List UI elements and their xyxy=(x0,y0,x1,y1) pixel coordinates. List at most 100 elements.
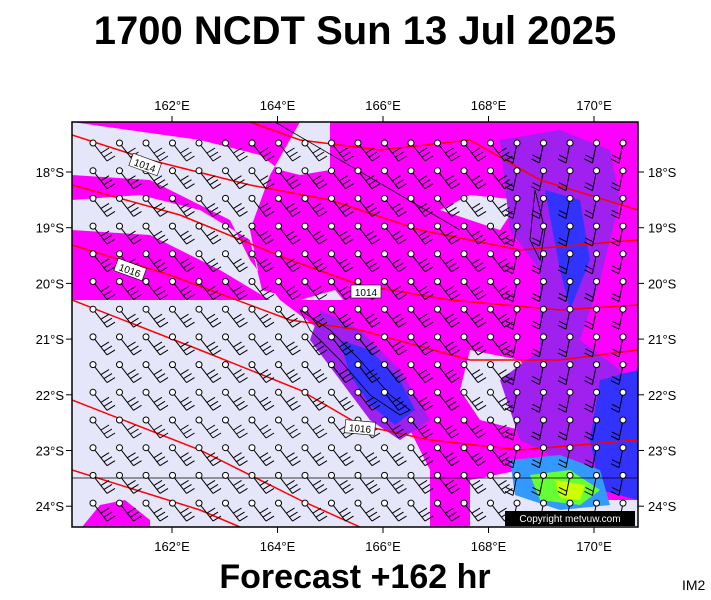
wind-barb xyxy=(557,250,574,275)
wind-barb xyxy=(195,139,222,162)
barb-station xyxy=(116,250,123,258)
barb-stick xyxy=(357,502,381,522)
wind-barb xyxy=(248,471,275,494)
wind-barb xyxy=(301,167,328,190)
barb-stick xyxy=(198,170,222,190)
barb-station xyxy=(142,305,150,313)
wind-barb xyxy=(434,194,460,217)
wind-barb xyxy=(354,139,381,162)
barb-stick xyxy=(198,253,222,273)
barb-station xyxy=(301,388,309,396)
wind-barb xyxy=(89,167,116,190)
barb-stick xyxy=(251,308,275,328)
barb-station xyxy=(169,278,176,285)
barb-station xyxy=(619,388,627,396)
barb-stick xyxy=(225,281,248,300)
barb-stick xyxy=(119,170,142,190)
wind-barb xyxy=(460,388,487,411)
barb-stick xyxy=(384,502,407,522)
wind-barb xyxy=(222,416,248,439)
barb-stick xyxy=(410,253,434,273)
barb-stick xyxy=(331,308,354,328)
copyright: Copyright metvuw.com xyxy=(519,514,620,525)
barb-stick xyxy=(463,447,487,467)
barb-station xyxy=(487,305,494,313)
barb-station xyxy=(407,361,415,369)
barb-station xyxy=(195,499,203,507)
barb-station xyxy=(407,444,415,452)
barb-station xyxy=(195,250,203,258)
barb-station xyxy=(301,333,309,341)
barb-stick xyxy=(145,447,169,467)
barb-station xyxy=(142,499,150,507)
wind-barb xyxy=(504,444,521,469)
wind-barb xyxy=(487,278,513,300)
barb-station xyxy=(487,278,494,285)
barb-station xyxy=(407,194,415,202)
barb-stick xyxy=(145,419,169,439)
wind-barb xyxy=(407,139,434,162)
barb-stick xyxy=(490,198,513,217)
barb-station xyxy=(593,444,600,452)
wind-barb xyxy=(610,333,627,358)
barb-station xyxy=(593,222,600,230)
barb-station xyxy=(248,333,256,341)
wind-barb xyxy=(381,444,407,467)
barb-station xyxy=(275,250,282,258)
barb-stick xyxy=(92,336,116,356)
wind-barb xyxy=(89,444,116,467)
barb-stick xyxy=(437,475,460,494)
barb-station xyxy=(275,278,282,285)
barb-stick xyxy=(384,170,407,190)
barb-station xyxy=(513,194,521,202)
wind-barb xyxy=(531,250,547,275)
forecast-label: Forecast +162 hr xyxy=(219,558,490,596)
barb-stick xyxy=(225,308,248,328)
barb-stick xyxy=(357,336,381,356)
barb-station xyxy=(460,139,468,147)
barb-station xyxy=(275,361,282,369)
wind-barb xyxy=(381,388,407,411)
barb-station xyxy=(195,361,203,369)
barb-station xyxy=(142,361,150,369)
wind-barb xyxy=(434,444,460,467)
barb-stick xyxy=(172,447,195,467)
wind-barb xyxy=(275,139,301,162)
wind-barb xyxy=(610,305,627,330)
barb-station xyxy=(116,305,123,313)
barb-stick xyxy=(119,225,142,245)
wind-barb xyxy=(116,444,142,467)
wind-barb xyxy=(407,416,434,439)
barb-station xyxy=(354,444,362,452)
barb-stick xyxy=(304,253,328,273)
barb-stick xyxy=(251,447,275,467)
barb-stick xyxy=(251,391,275,411)
barb-stick xyxy=(145,336,169,356)
barb-station xyxy=(116,278,123,285)
barb-station xyxy=(169,361,176,369)
wind-barb xyxy=(531,444,547,469)
barb-station xyxy=(460,305,468,313)
barb-station xyxy=(275,139,282,147)
barb-station xyxy=(407,222,415,230)
barb-station xyxy=(593,278,600,285)
barb-stick xyxy=(384,364,407,384)
barb-stick xyxy=(304,198,328,217)
barb-stick xyxy=(490,447,513,467)
wind-barb xyxy=(275,499,301,522)
wind-barb xyxy=(89,222,116,245)
wind-barb xyxy=(142,471,169,494)
wind-barb xyxy=(169,250,195,273)
barb-station xyxy=(195,139,203,147)
wind-barb xyxy=(504,250,521,275)
barb-stick xyxy=(119,502,142,522)
wind-barb xyxy=(610,194,627,219)
precip-blue xyxy=(545,190,590,310)
barb-stick xyxy=(437,198,460,217)
barb-stick xyxy=(304,281,328,300)
barb-stick xyxy=(331,225,354,245)
barb-stick xyxy=(410,475,434,494)
barb-station xyxy=(566,416,574,424)
barb-station xyxy=(566,250,574,258)
barb-stick xyxy=(278,336,301,356)
